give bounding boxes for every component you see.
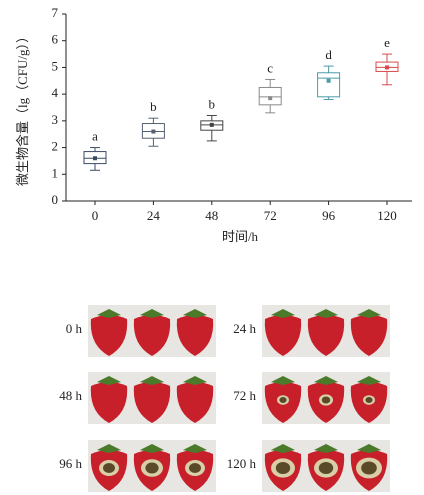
photo-label: 96 h [59, 456, 82, 471]
x-tick-label: 72 [264, 208, 277, 223]
x-tick-label: 96 [322, 208, 336, 223]
box [318, 73, 340, 97]
decay [103, 463, 115, 473]
decay [189, 463, 201, 473]
mean [93, 156, 97, 160]
y-tick-label: 2 [52, 139, 59, 154]
significance-letter: b [150, 99, 157, 114]
y-tick-label: 1 [52, 165, 59, 180]
y-tick-label: 7 [52, 5, 59, 20]
y-tick-label: 3 [52, 112, 59, 127]
figure: 微生物含量（lg（CFU/g）） 时间/h 0 1 2 3 4 5 6 7 0 a 24 b 48 b 72… [0, 0, 424, 495]
photo-label: 120 h [227, 456, 257, 471]
x-tick-label: 48 [205, 208, 218, 223]
decay [276, 462, 290, 474]
x-tick-label: 0 [92, 208, 99, 223]
decay [361, 462, 377, 475]
x-tick-label: 24 [147, 208, 161, 223]
decay [319, 462, 333, 474]
mean [210, 123, 214, 127]
x-axis-label: 时间/h [222, 229, 259, 244]
mean [385, 65, 389, 69]
y-tick-label: 6 [52, 32, 59, 47]
significance-letter: e [384, 35, 390, 50]
photo-label: 72 h [233, 388, 256, 403]
photo-label: 0 h [66, 321, 83, 336]
y-tick-label: 4 [52, 85, 59, 100]
mean [151, 130, 155, 134]
y-axis-label: 微生物含量（lg（CFU/g）） [15, 30, 30, 186]
y-tick-label: 0 [52, 192, 59, 207]
x-tick-label: 120 [377, 208, 397, 223]
y-tick-label: 5 [52, 58, 59, 73]
mean [327, 79, 331, 83]
significance-letter: c [267, 60, 273, 75]
significance-letter: b [209, 96, 216, 111]
significance-letter: a [92, 129, 98, 144]
decay [279, 397, 286, 403]
decay [365, 397, 372, 403]
mean [268, 96, 272, 100]
decay [145, 463, 158, 474]
box [259, 87, 281, 104]
decay [322, 397, 330, 404]
significance-letter: d [325, 47, 332, 62]
photo-label: 24 h [233, 321, 256, 336]
photo-label: 48 h [59, 388, 82, 403]
